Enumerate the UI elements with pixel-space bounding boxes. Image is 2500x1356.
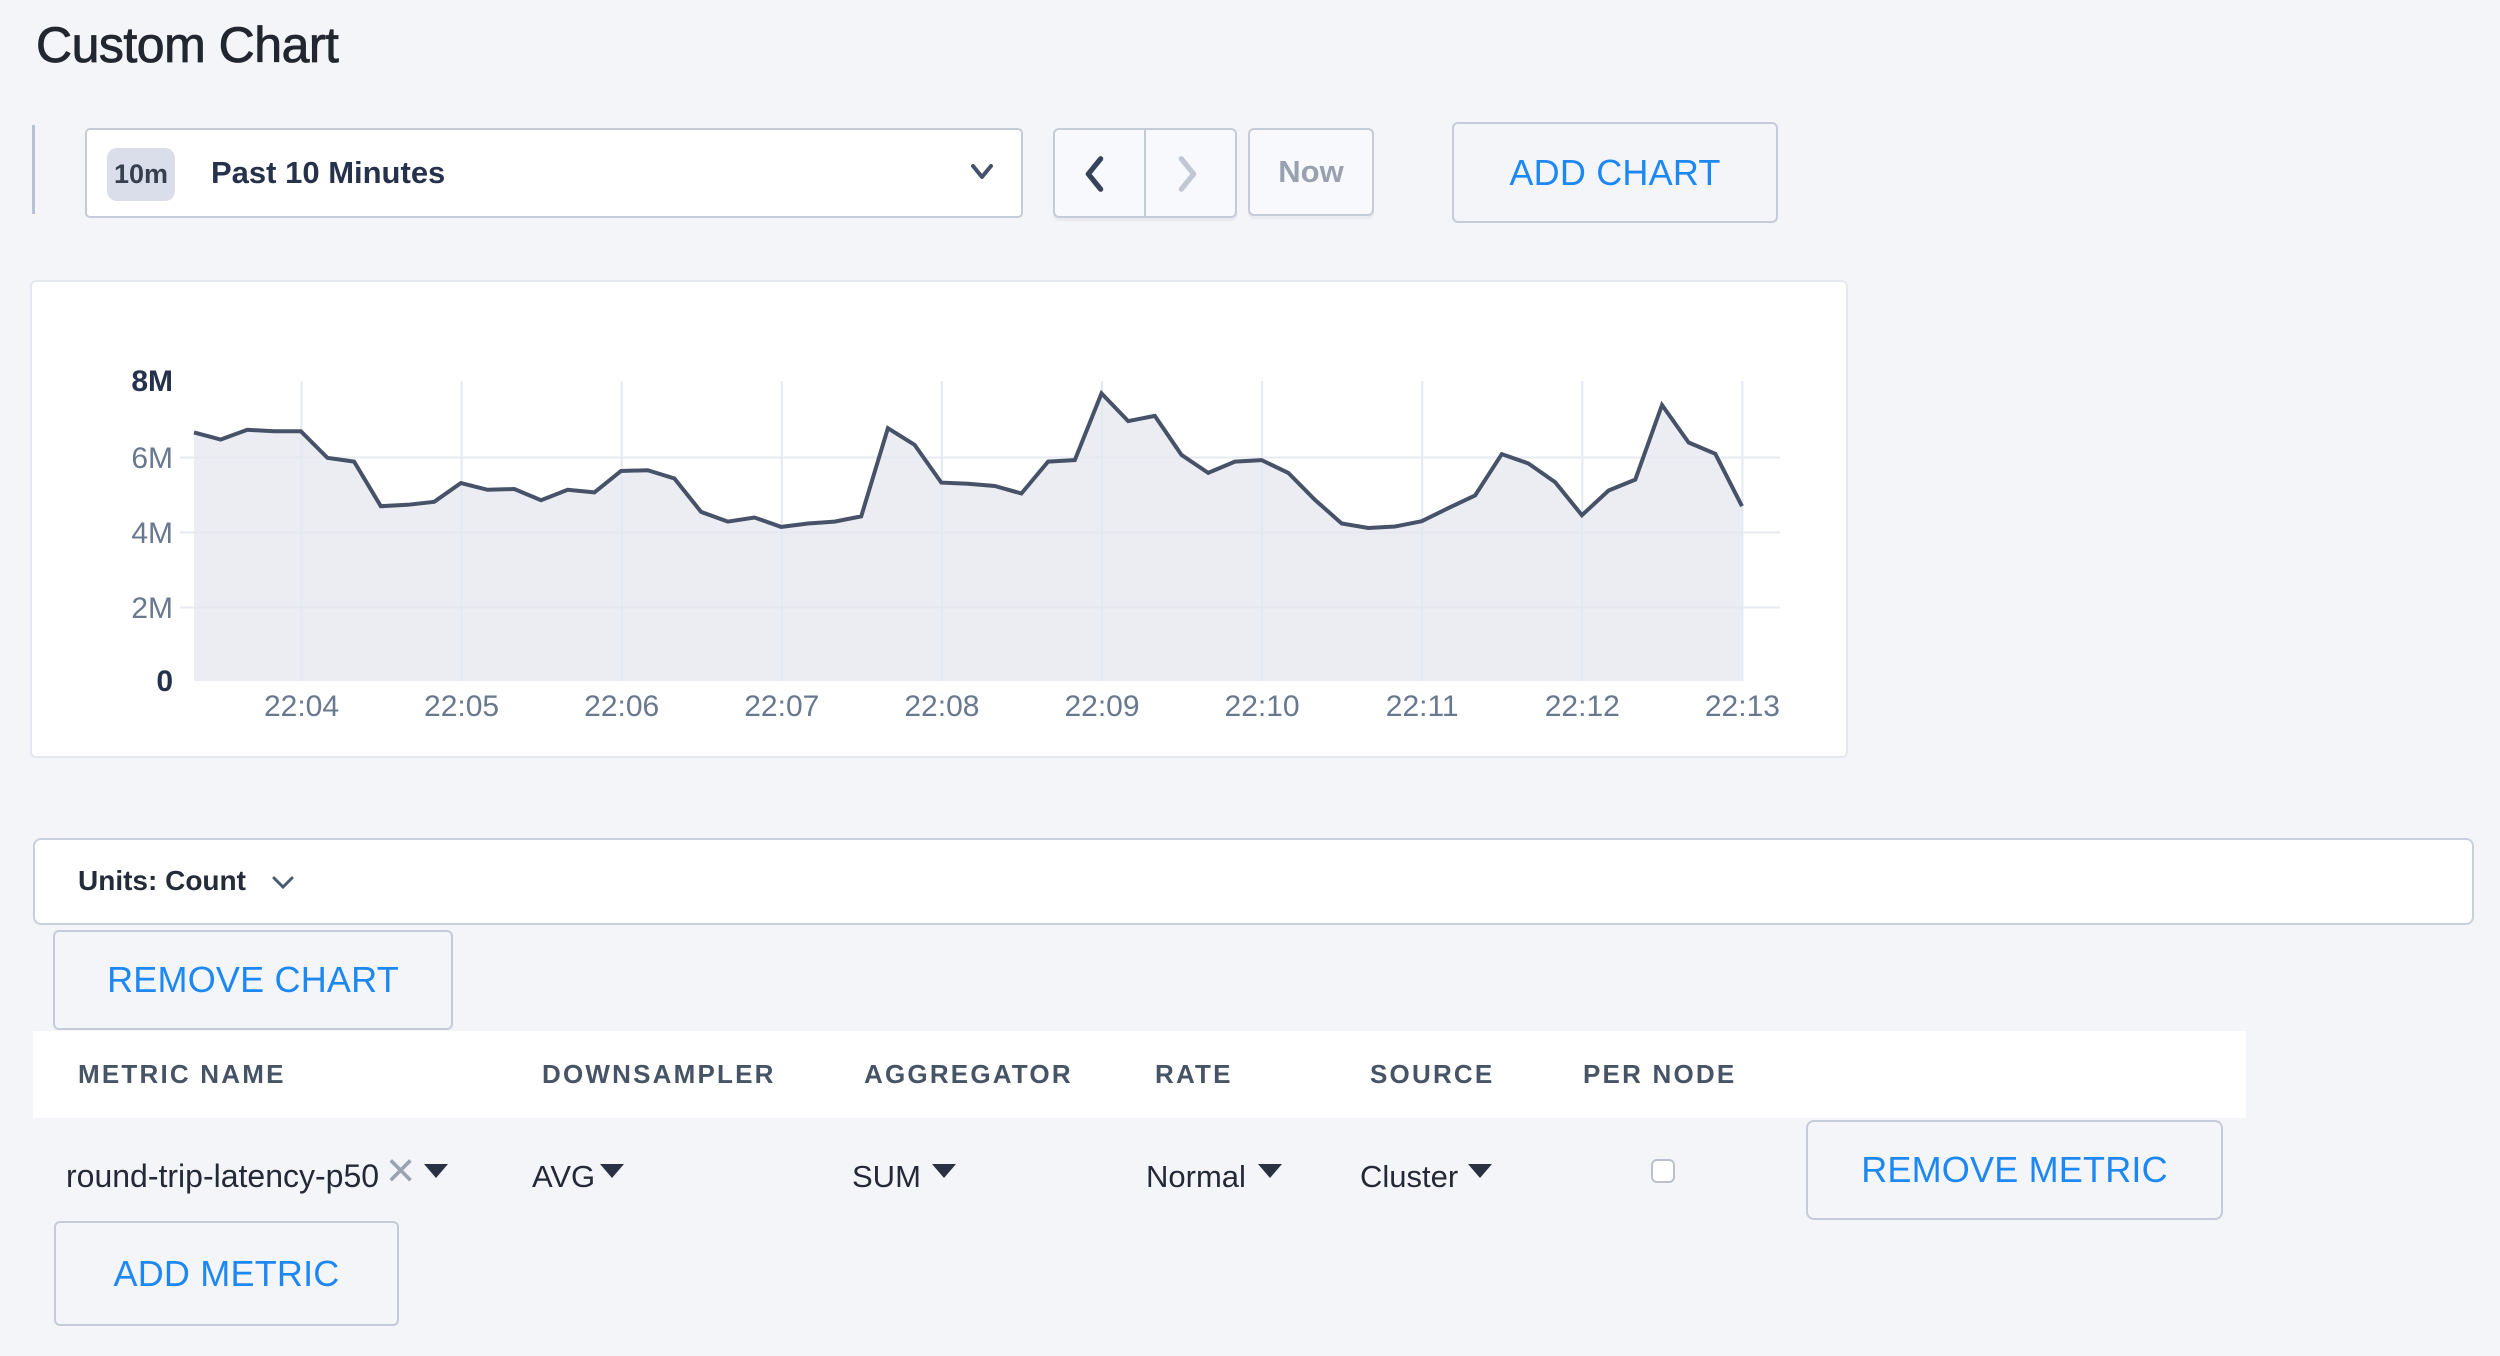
svg-text:22:09: 22:09 (1064, 690, 1139, 723)
svg-text:22:08: 22:08 (904, 690, 979, 723)
svg-text:8M: 8M (131, 365, 173, 398)
svg-text:0: 0 (156, 665, 173, 698)
svg-text:22:10: 22:10 (1225, 690, 1300, 723)
svg-text:22:07: 22:07 (744, 690, 819, 723)
svg-text:6M: 6M (131, 442, 173, 475)
svg-text:22:11: 22:11 (1386, 690, 1459, 723)
svg-text:22:12: 22:12 (1545, 690, 1620, 723)
svg-text:22:04: 22:04 (264, 690, 339, 723)
svg-text:22:06: 22:06 (584, 690, 659, 723)
svg-text:2M: 2M (131, 592, 173, 625)
svg-text:22:05: 22:05 (424, 690, 499, 723)
svg-text:4M: 4M (131, 517, 173, 550)
svg-text:22:13: 22:13 (1705, 690, 1780, 723)
